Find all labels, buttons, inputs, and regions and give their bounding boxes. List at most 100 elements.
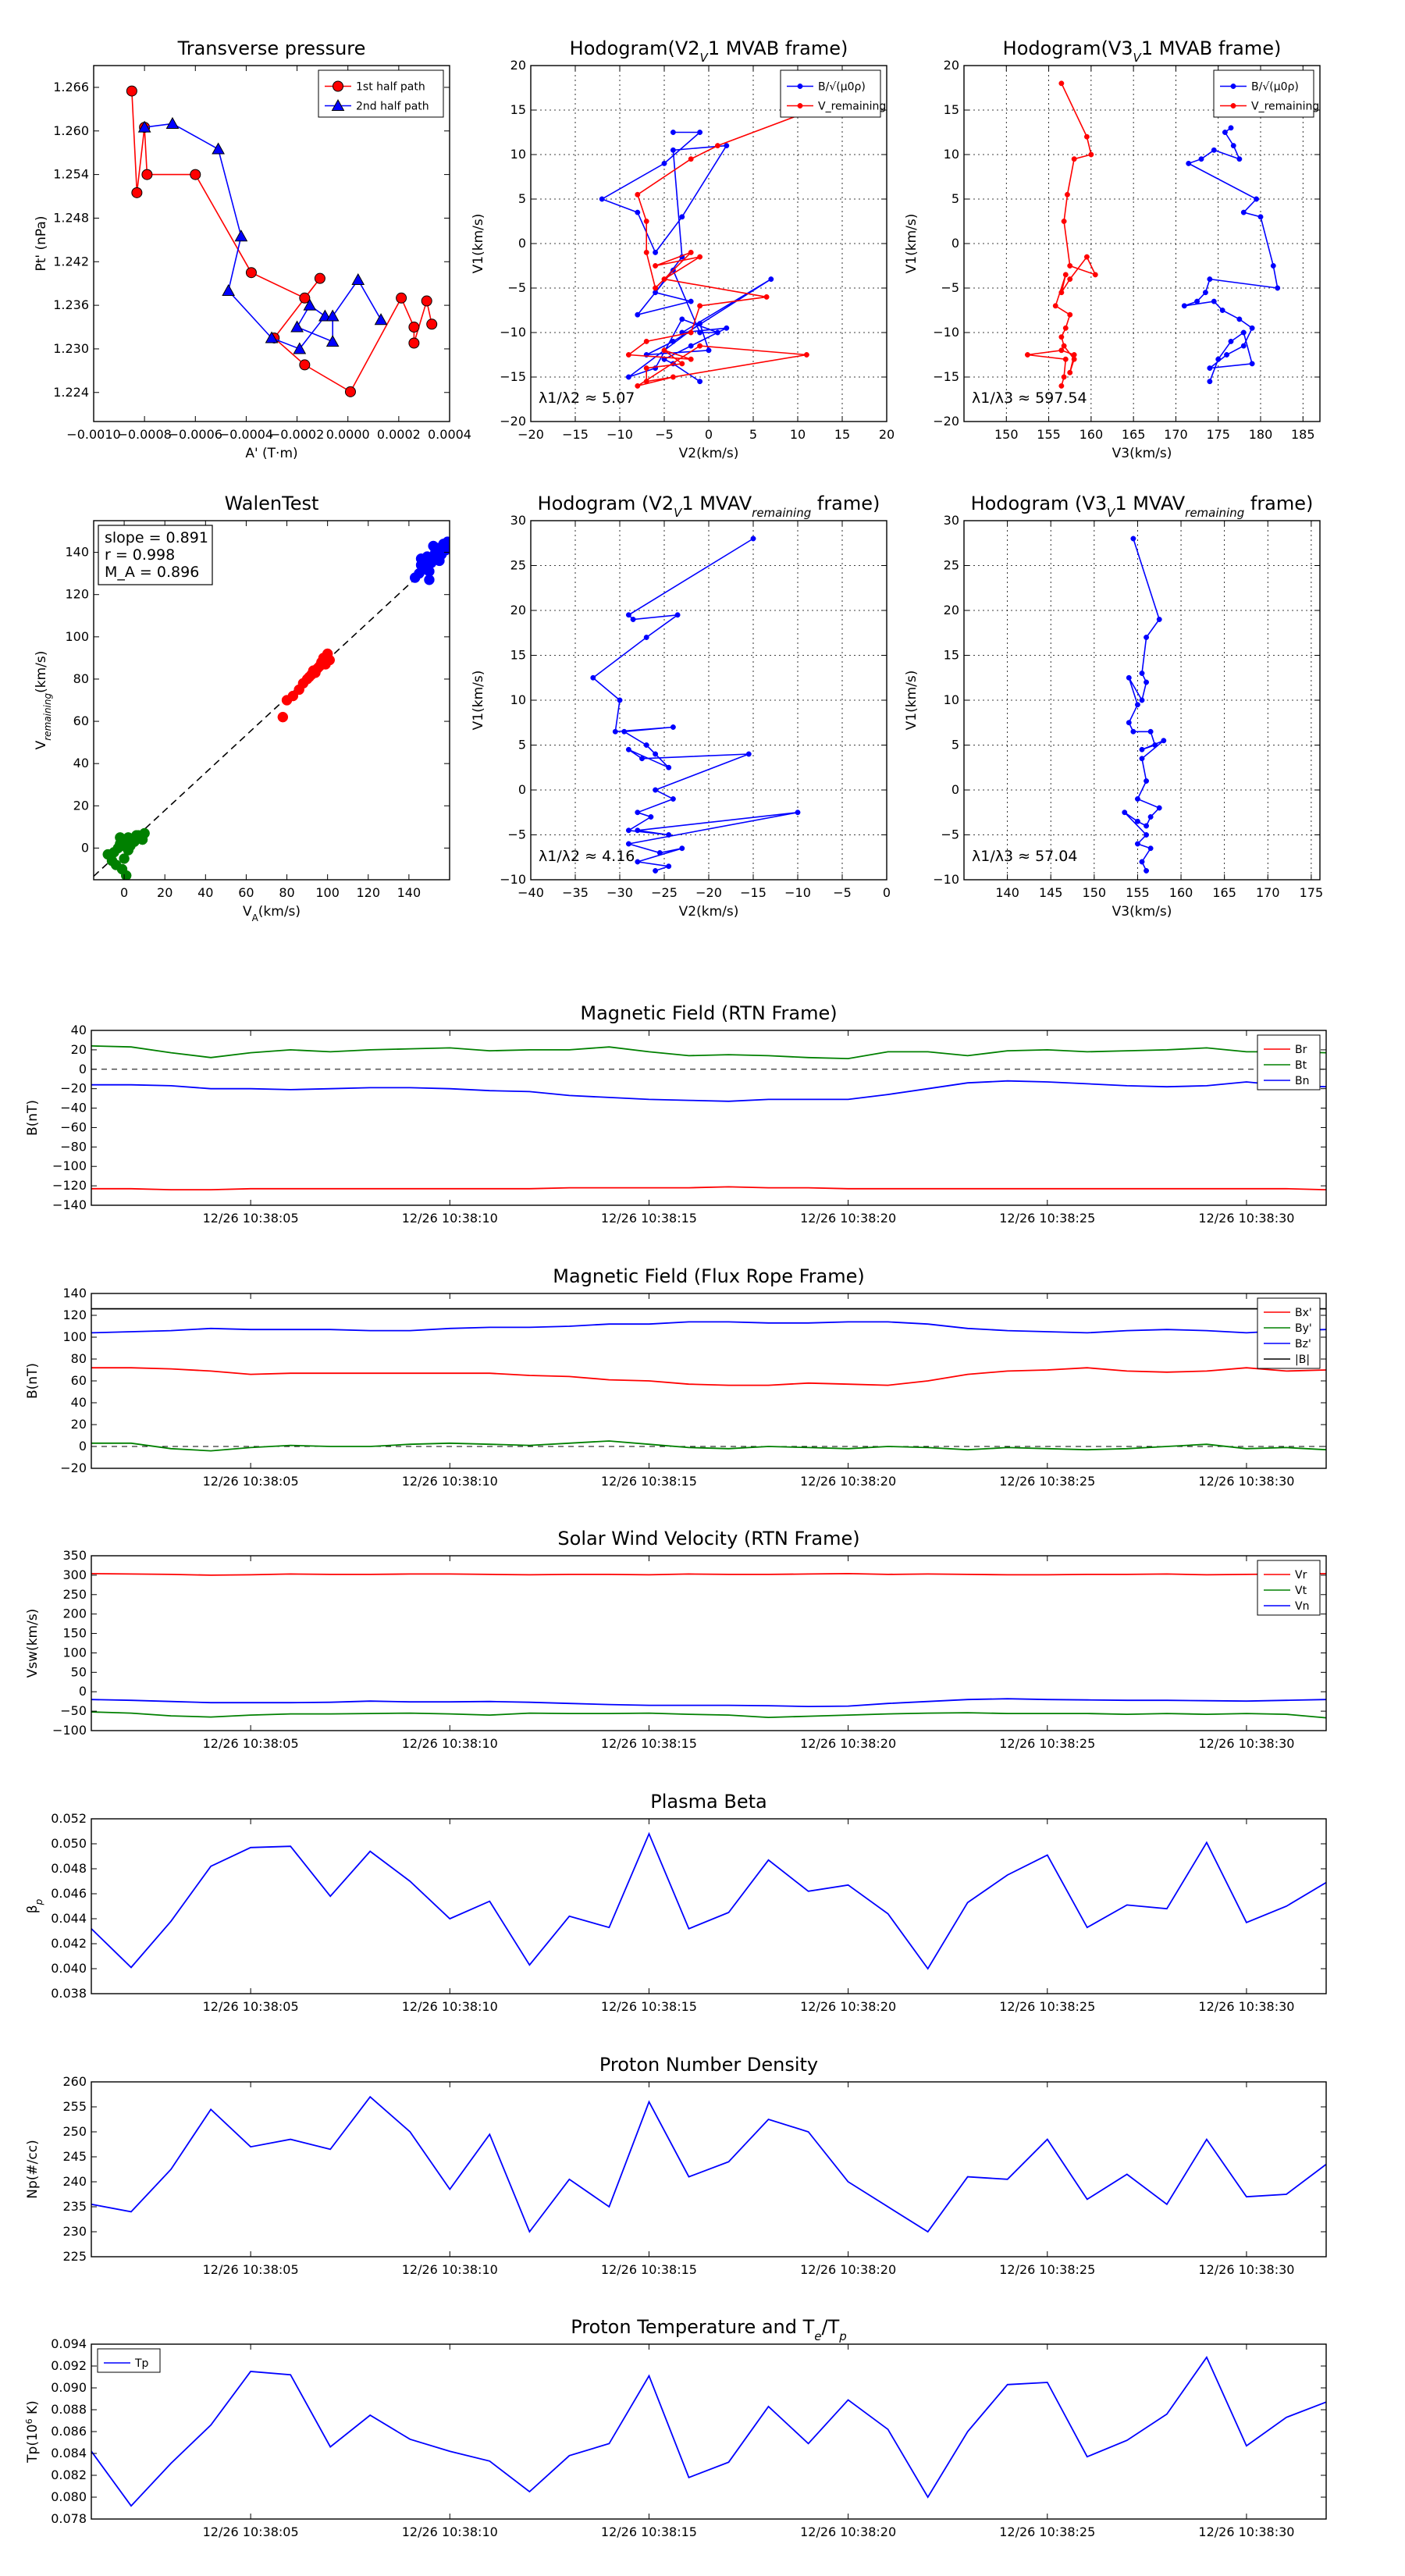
legend-label: Bn — [1295, 1075, 1309, 1087]
data-point — [1126, 674, 1132, 681]
y-tick-label: 0 — [81, 840, 89, 855]
y-tick-label: 0.038 — [51, 1986, 87, 2001]
y-tick-label: 300 — [62, 1567, 87, 1582]
y-tick-label: 0.088 — [51, 2402, 87, 2417]
data-point — [666, 764, 672, 770]
x-tick-label: −5 — [655, 427, 674, 442]
data-point — [408, 337, 420, 349]
chart-title: Hodogram (V3V1 MVAVremaining frame) — [971, 493, 1314, 520]
data-point — [419, 561, 431, 573]
chart-title: Hodogram(V2V1 MVAB frame) — [570, 37, 848, 65]
data-point — [1061, 343, 1067, 349]
y-tick-label: −15 — [500, 369, 526, 384]
data-point — [137, 120, 151, 133]
x-tick-label: 185 — [1291, 427, 1315, 442]
x-axis-label: V2(km/s) — [679, 446, 739, 461]
legend: B/√(μ0ρ) V_remaining — [1213, 69, 1319, 118]
y-tick-label: 0 — [79, 1062, 87, 1076]
y-tick-label: 0.046 — [51, 1886, 87, 1901]
x-tick-label: 180 — [1249, 427, 1273, 442]
x-tick-label: 12/26 10:38:10 — [402, 1736, 498, 1751]
y-tick-label: 60 — [71, 1373, 87, 1388]
annotation-eigen-ratio: λ1/λ3 ≈ 597.54 — [972, 390, 1087, 407]
data-point — [1139, 697, 1145, 703]
data-point — [1067, 369, 1073, 375]
data-point — [1275, 285, 1281, 291]
data-point — [1215, 356, 1222, 362]
data-point — [325, 335, 340, 347]
data-point — [120, 870, 132, 880]
x-tick-label: 12/26 10:38:30 — [1198, 1736, 1294, 1751]
data-point — [688, 329, 694, 336]
x-tick-label: 15 — [834, 427, 850, 442]
y-tick-label: 20 — [510, 58, 526, 73]
x-tick-label: 12/26 10:38:20 — [800, 1474, 896, 1489]
y-tick-label: −15 — [933, 369, 959, 384]
data-point — [165, 116, 180, 129]
chart-wt: WalenTest 0 20 40 60 80 100 120 140 0 20 40 60 80 100 1… — [34, 493, 450, 923]
y-tick-label: 0.086 — [51, 2424, 87, 2439]
data-point — [1058, 347, 1065, 354]
x-tick-label: 175 — [1206, 427, 1230, 442]
legend-label: 1st half path — [356, 81, 425, 94]
y-tick-label: 140 — [62, 1286, 87, 1300]
data-point — [1061, 219, 1067, 224]
y-tick-label: 0.090 — [51, 2380, 87, 2395]
y-tick-label: 0.050 — [51, 1836, 87, 1851]
chart-h1: Hodogram(V2V1 MVAB frame) −20 −15 −10 −5 0 5 10… — [471, 37, 895, 461]
legend-marker — [797, 103, 803, 109]
data-point — [344, 386, 356, 397]
data-point — [661, 160, 667, 166]
data-point — [617, 697, 623, 703]
x-tick-label: 120 — [356, 885, 380, 900]
plot-area — [1122, 535, 1167, 873]
y-tick-label: 80 — [73, 671, 89, 686]
data-point — [1062, 356, 1069, 362]
x-tick-label: 12/26 10:38:15 — [601, 1474, 697, 1489]
y-tick-label: 240 — [62, 2174, 87, 2189]
legend-box — [1213, 69, 1314, 118]
legend-label: B/√(μ0ρ) — [1251, 81, 1299, 94]
data-point — [763, 294, 770, 300]
x-tick-label: 165 — [1122, 427, 1146, 442]
legend-marker — [797, 84, 803, 89]
chart-title: Proton Number Density — [599, 2054, 818, 2076]
data-point — [653, 868, 659, 873]
data-point — [1092, 272, 1098, 278]
data-point — [1067, 263, 1073, 269]
y-tick-label: 50 — [71, 1664, 87, 1679]
x-tick-label: 150 — [1083, 885, 1107, 900]
y-tick-label: 15 — [944, 102, 959, 117]
chart-ts1: Magnetic Field (RTN Frame) 12/26 10:38:05… — [25, 1002, 1327, 1226]
legend-box — [1257, 1560, 1321, 1616]
x-tick-label: −20 — [518, 427, 544, 442]
data-point — [442, 536, 450, 547]
y-tick-label: 140 — [65, 545, 89, 560]
x-tick-label: 20 — [879, 427, 895, 442]
series-line-Vr — [91, 1572, 1326, 1576]
data-point — [1134, 841, 1140, 847]
data-point — [643, 365, 649, 372]
x-tick-label: −0.0008 — [117, 427, 171, 442]
data-point — [234, 229, 248, 242]
y-tick-label: 0.048 — [51, 1861, 87, 1876]
x-tick-label: 12/26 10:38:25 — [999, 1736, 1095, 1751]
y-tick-label: 230 — [62, 2224, 87, 2239]
data-point — [625, 841, 631, 847]
y-tick-label: 5 — [518, 191, 526, 206]
legend-box — [97, 2348, 161, 2373]
y-tick-label: 20 — [944, 603, 959, 617]
data-point — [1067, 311, 1073, 318]
y-tick-label: −10 — [500, 872, 526, 887]
data-point — [303, 298, 317, 311]
plot-area — [91, 1308, 1326, 1452]
data-point — [706, 347, 712, 354]
data-point — [1198, 156, 1204, 162]
data-point — [1257, 214, 1264, 220]
data-point — [1228, 125, 1234, 131]
data-point — [119, 853, 130, 864]
y-tick-label: 150 — [62, 1626, 87, 1641]
x-tick-label: 145 — [1039, 885, 1063, 900]
data-point — [408, 322, 420, 333]
data-point — [661, 276, 667, 283]
